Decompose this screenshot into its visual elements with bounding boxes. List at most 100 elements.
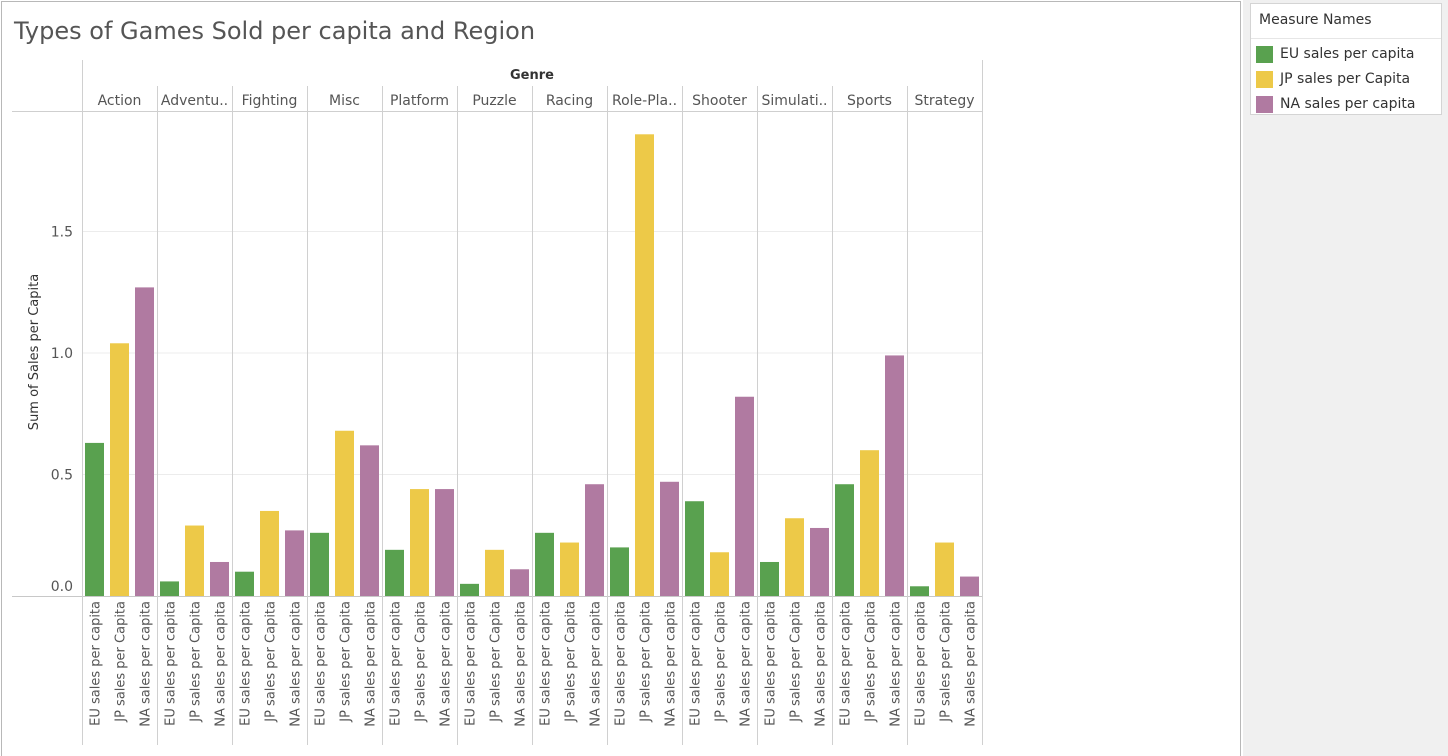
bar-8-0 xyxy=(685,501,704,596)
bar-6-0 xyxy=(535,532,554,596)
bar-5-2 xyxy=(510,569,529,596)
x-tick-label-2-2: NA sales per capita xyxy=(289,601,304,727)
category-label-11: Strategy xyxy=(915,93,975,109)
bar-9-0 xyxy=(760,561,779,596)
y-axis-label: Sum of Sales per Capita xyxy=(27,274,42,430)
bar-0-1 xyxy=(110,343,129,596)
legend-label-jp: JP sales per Capita xyxy=(1280,71,1411,87)
category-label-6: Racing xyxy=(546,93,593,109)
x-tick-label-11-0: EU sales per capita xyxy=(914,601,929,726)
legend-item-eu[interactable]: EU sales per capita xyxy=(1256,44,1441,64)
x-tick-label-4-2: NA sales per capita xyxy=(439,601,454,727)
category-label-8: Shooter xyxy=(692,93,747,109)
bar-5-0 xyxy=(460,583,479,596)
y-tick-label-3: 1.5 xyxy=(51,225,73,241)
x-tick-label-9-0: EU sales per capita xyxy=(764,601,779,726)
x-tick-label-9-1: JP sales per Capita xyxy=(789,601,804,723)
bar-chart: Genre Sum of Sales per Capita 0.0 0.5 1.0 1.5… xyxy=(12,60,983,745)
x-tick-label-3-0: EU sales per capita xyxy=(314,601,329,726)
chart-title: Types of Games Sold per capita and Regio… xyxy=(14,17,536,45)
x-tick-label-7-0: EU sales per capita xyxy=(614,601,629,726)
legend-item-jp[interactable]: JP sales per Capita xyxy=(1256,69,1441,89)
bar-1-1 xyxy=(185,525,204,596)
category-label-7: Role-Pla.. xyxy=(612,93,677,109)
bar-7-2 xyxy=(660,481,679,596)
bar-11-1 xyxy=(935,542,954,596)
legend-title: Measure Names xyxy=(1259,12,1372,28)
bar-8-1 xyxy=(710,552,729,596)
bar-1-0 xyxy=(160,581,179,596)
bar-7-0 xyxy=(610,547,629,596)
x-tick-label-3-1: JP sales per Capita xyxy=(339,601,354,723)
x-tick-label-0-2: NA sales per capita xyxy=(139,601,154,727)
x-tick-label-10-2: NA sales per capita xyxy=(889,601,904,727)
legend-label-na: NA sales per capita xyxy=(1280,96,1416,112)
column-header-genre: Genre xyxy=(510,68,554,83)
x-tick-label-10-0: EU sales per capita xyxy=(839,601,854,726)
bar-6-2 xyxy=(585,484,604,596)
y-tick-label-0: 0.0 xyxy=(51,579,73,595)
bar-3-0 xyxy=(310,532,329,596)
x-tick-label-7-1: JP sales per Capita xyxy=(639,601,654,723)
x-tick-label-7-2: NA sales per capita xyxy=(664,601,679,727)
x-tick-label-4-1: JP sales per Capita xyxy=(414,601,429,723)
x-tick-label-11-1: JP sales per Capita xyxy=(939,601,954,723)
legend: Measure Names EU sales per capita JP sal… xyxy=(1250,3,1442,115)
bar-2-1 xyxy=(260,510,279,596)
bar-1-2 xyxy=(210,561,229,596)
legend-item-na[interactable]: NA sales per capita xyxy=(1256,94,1441,114)
x-tick-label-1-2: NA sales per capita xyxy=(214,601,229,727)
x-tick-label-8-2: NA sales per capita xyxy=(739,601,754,727)
x-tick-label-5-1: JP sales per Capita xyxy=(489,601,504,723)
x-tick-label-10-1: JP sales per Capita xyxy=(864,601,879,723)
x-tick-label-11-2: NA sales per capita xyxy=(964,601,979,727)
legend-swatch-na xyxy=(1256,96,1273,113)
x-tick-label-8-0: EU sales per capita xyxy=(689,601,704,726)
bar-9-2 xyxy=(810,527,829,596)
legend-label-eu: EU sales per capita xyxy=(1280,46,1415,62)
x-tick-label-2-0: EU sales per capita xyxy=(239,601,254,726)
bar-4-2 xyxy=(435,489,454,596)
bar-2-0 xyxy=(235,571,254,596)
category-label-0: Action xyxy=(98,93,142,109)
right-pane xyxy=(1243,0,1448,756)
x-tick-label-5-0: EU sales per capita xyxy=(464,601,479,726)
bar-3-1 xyxy=(335,430,354,596)
x-tick-label-0-1: JP sales per Capita xyxy=(114,601,129,723)
x-tick-label-4-0: EU sales per capita xyxy=(389,601,404,726)
x-tick-label-1-1: JP sales per Capita xyxy=(189,601,204,723)
x-tick-label-2-1: JP sales per Capita xyxy=(264,601,279,723)
x-tick-label-9-2: NA sales per capita xyxy=(814,601,829,727)
x-tick-label-3-2: NA sales per capita xyxy=(364,601,379,727)
bar-11-2 xyxy=(960,576,979,596)
bar-8-2 xyxy=(735,396,754,596)
bar-10-0 xyxy=(835,484,854,596)
x-tick-label-6-2: NA sales per capita xyxy=(589,601,604,727)
bar-11-0 xyxy=(910,586,929,596)
category-label-4: Platform xyxy=(390,93,449,109)
category-label-1: Adventu.. xyxy=(161,93,228,109)
x-tick-label-0-0: EU sales per capita xyxy=(89,601,104,726)
category-label-9: Simulati.. xyxy=(761,93,827,109)
bar-4-0 xyxy=(385,549,404,596)
category-label-3: Misc xyxy=(329,93,360,109)
bar-0-0 xyxy=(85,442,104,596)
bar-4-1 xyxy=(410,489,429,596)
chart-view xyxy=(1,1,1241,756)
bar-3-2 xyxy=(360,445,379,596)
bar-9-1 xyxy=(785,518,804,596)
x-tick-label-6-1: JP sales per Capita xyxy=(564,601,579,723)
bar-10-2 xyxy=(885,355,904,596)
x-tick-label-5-2: NA sales per capita xyxy=(514,601,529,727)
category-label-10: Sports xyxy=(847,93,892,109)
bar-5-1 xyxy=(485,549,504,596)
bar-6-1 xyxy=(560,542,579,596)
bar-10-1 xyxy=(860,450,879,596)
category-label-2: Fighting xyxy=(242,93,298,109)
category-label-5: Puzzle xyxy=(472,93,516,109)
x-tick-label-8-1: JP sales per Capita xyxy=(714,601,729,723)
y-tick-label-2: 1.0 xyxy=(51,346,73,362)
legend-swatch-jp xyxy=(1256,71,1273,88)
bar-2-2 xyxy=(285,530,304,596)
bar-7-1 xyxy=(635,134,654,597)
